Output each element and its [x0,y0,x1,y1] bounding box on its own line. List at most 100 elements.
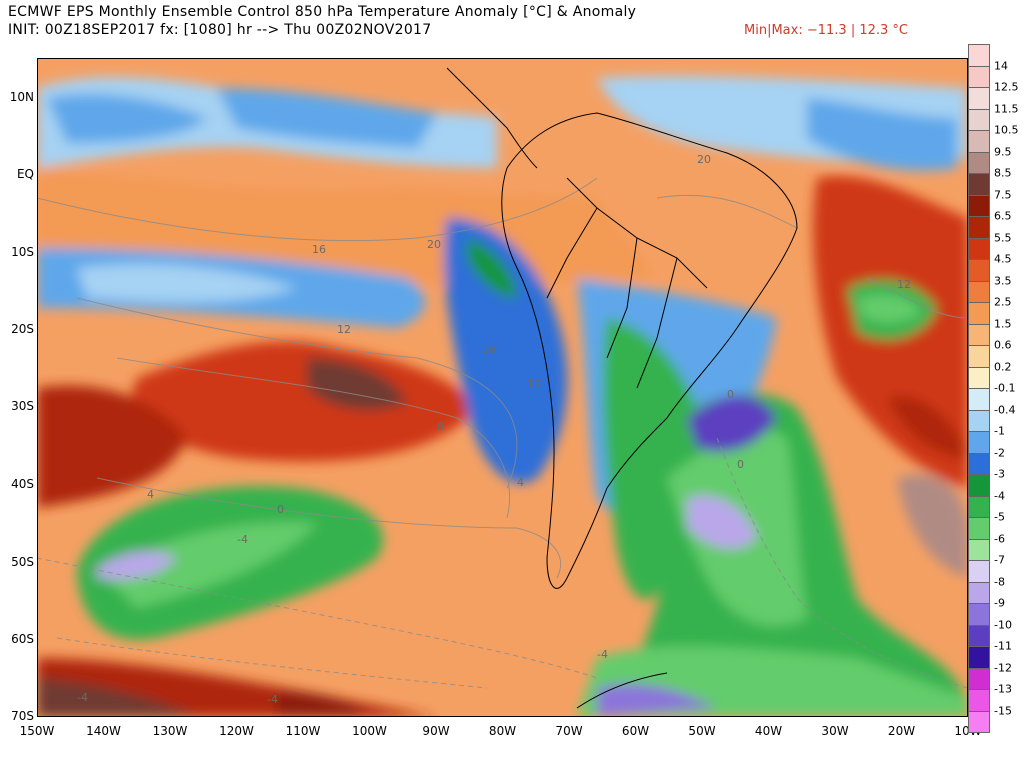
contour-label: -4 [597,648,608,661]
antarctic-peninsula-outline [576,672,668,709]
colorbar-swatch [968,603,990,626]
colorbar-label: 11.5 [994,102,1019,115]
contour-label: 20 [697,153,711,166]
contour-label: -4 [267,693,278,706]
lon-label: 40W [754,724,783,738]
contour-label: 12 [897,278,911,291]
chart-subtitle: INIT: 00Z18SEP2017 fx: [1080] hr --> Thu… [8,22,432,38]
contour-label: 8 [437,420,444,433]
lat-label: 10N [9,90,34,104]
lon-label: 20W [887,724,916,738]
colorbar-swatch [968,646,990,669]
contour-label: 16 [482,343,496,356]
lat-label: 30S [11,399,34,413]
colorbar-label: 8.5 [994,166,1012,180]
colorbar-swatch [968,44,990,67]
colorbar-label: -3 [994,467,1005,481]
colorbar-label: -7 [994,553,1005,567]
colorbar-swatch [968,474,990,497]
contour-label: 4 [147,488,154,501]
min-max-readout: Min|Max: −11.3 | 12.3 °C [744,23,908,38]
colorbar-swatch [968,345,990,368]
contour-label: -4 [237,533,248,546]
colorbar-swatch [968,581,990,604]
colorbar-label: 1.5 [994,317,1012,330]
colorbar-swatch [968,409,990,432]
contour-label: -4 [77,691,88,704]
lon-label: 120W [219,724,254,738]
colorbar-label: -12 [994,661,1012,674]
lon-label: 130W [152,724,188,738]
colorbar-swatch [968,366,990,389]
colorbar-label: -9 [994,596,1005,610]
lat-label: 60S [11,632,34,646]
colorbar-swatch [968,237,990,260]
colorbar-label: 3.5 [994,274,1012,287]
lat-label: 50S [11,555,34,569]
colorbar-swatch [968,710,990,733]
colorbar-swatch [968,624,990,647]
lon-label: 60W [621,724,650,738]
colorbar-label: -11 [994,639,1012,653]
coastlines [446,67,798,709]
lat-label: 70S [11,709,34,723]
contour-label: 12 [527,378,541,391]
colorbar-label: 12.5 [994,80,1019,94]
colorbar-swatch [968,689,990,712]
colorbar-label: -13 [994,682,1012,696]
contour-label: 4 [517,476,524,489]
colorbar-label: -0.1 [994,381,1016,395]
colorbar-swatch [968,173,990,196]
colorbar-swatch [968,87,990,110]
contour-label: 12 [337,323,351,336]
lon-label: 100W [352,724,387,738]
colorbar-swatch [968,280,990,303]
colorbar-label: -4 [994,489,1005,502]
lat-label: 40S [11,477,34,491]
contour-label: 0 [277,503,284,516]
colorbar-swatch [968,151,990,174]
lon-label: 50W [688,724,716,738]
colorbar-label: 0.2 [994,360,1012,373]
lat-label: 10S [11,245,34,259]
map-frame [37,58,968,717]
lon-label: 90W [422,724,450,738]
colorbar-label: -0.4 [994,403,1016,416]
colorbar-label: 9.5 [994,145,1012,158]
anomaly-contours [37,177,968,689]
colorbar-swatch [968,259,990,282]
colorbar-label: 7.5 [994,188,1012,201]
colorbar-label: -1 [994,424,1005,438]
colorbar-swatch [968,65,990,88]
colorbar-label: -15 [994,704,1012,717]
colorbar-swatch [968,302,990,325]
anomaly-fill [37,75,968,717]
colorbar-label: 0.6 [994,338,1012,352]
contour-label: 16 [312,243,326,256]
central-america-outline [446,67,538,169]
colorbar-swatch [968,388,990,411]
colorbar-swatch [968,495,990,518]
colorbar-label: 4.5 [994,252,1012,266]
lon-label: 80W [488,724,517,738]
country-borders [546,177,708,389]
colorbar-swatch [968,517,990,540]
colorbar-label: -8 [994,575,1005,588]
colorbar-swatch [968,452,990,475]
chart-title: ECMWF EPS Monthly Ensemble Control 850 h… [8,4,637,20]
colorbar-swatch [968,560,990,583]
colorbar-label: 14 [994,59,1008,72]
colorbar-swatch [968,667,990,690]
colorbar-swatch [968,323,990,346]
colorbar-label: 10.5 [994,123,1019,137]
contour-label: 0 [737,458,744,471]
lat-label: 20S [11,322,34,336]
colorbar-swatch [968,216,990,239]
colorbar-label: 5.5 [994,231,1012,244]
colorbar-label: -6 [994,532,1005,545]
contour-label: 0 [727,388,734,401]
lat-label: EQ [16,167,34,181]
lon-label: 150W [19,724,55,738]
colorbar-swatch [968,108,990,131]
south-america-outline [501,112,798,589]
